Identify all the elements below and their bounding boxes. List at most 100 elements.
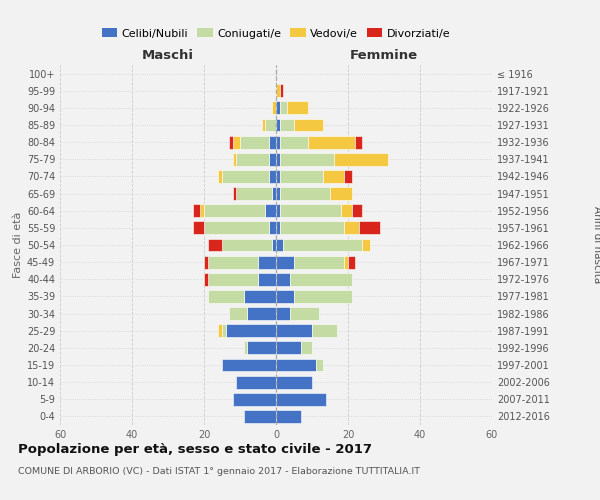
Bar — [344, 222, 359, 234]
Text: Maschi: Maschi — [142, 48, 194, 62]
Bar — [222, 170, 269, 183]
Bar — [204, 222, 269, 234]
Bar — [233, 393, 276, 406]
Bar — [323, 170, 344, 183]
Legend: Celibi/Nubili, Coniugati/e, Vedovi/e, Divorziati/e: Celibi/Nubili, Coniugati/e, Vedovi/e, Di… — [97, 24, 455, 43]
Bar — [240, 136, 269, 148]
Bar — [276, 410, 301, 423]
Bar — [280, 102, 287, 114]
Bar — [344, 256, 348, 268]
Bar — [262, 118, 265, 132]
Text: COMUNE DI ARBORIO (VC) - Dati ISTAT 1° gennaio 2017 - Elaborazione TUTTITALIA.IT: COMUNE DI ARBORIO (VC) - Dati ISTAT 1° g… — [18, 468, 420, 476]
Bar — [280, 136, 308, 148]
Bar — [308, 136, 355, 148]
Text: Anni di nascita: Anni di nascita — [592, 206, 600, 284]
Bar — [280, 204, 341, 217]
Bar — [272, 102, 276, 114]
Bar — [276, 307, 290, 320]
Bar — [280, 187, 330, 200]
Bar — [280, 118, 294, 132]
Bar — [229, 136, 233, 148]
Bar — [283, 238, 362, 252]
Bar — [218, 324, 222, 337]
Bar — [244, 410, 276, 423]
Bar — [222, 324, 226, 337]
Bar — [276, 290, 294, 303]
Bar — [269, 170, 276, 183]
Bar — [265, 118, 276, 132]
Bar — [269, 153, 276, 166]
Bar — [193, 222, 204, 234]
Bar — [226, 324, 276, 337]
Bar — [208, 290, 244, 303]
Bar — [276, 118, 280, 132]
Bar — [193, 204, 200, 217]
Bar — [359, 222, 380, 234]
Bar — [276, 393, 326, 406]
Bar — [258, 273, 276, 285]
Bar — [280, 222, 344, 234]
Bar — [294, 256, 344, 268]
Bar — [247, 307, 276, 320]
Bar — [352, 204, 362, 217]
Bar — [204, 256, 208, 268]
Bar — [269, 222, 276, 234]
Bar — [287, 102, 308, 114]
Bar — [276, 102, 280, 114]
Bar — [276, 84, 280, 97]
Bar — [276, 187, 280, 200]
Bar — [294, 290, 352, 303]
Bar — [272, 187, 276, 200]
Bar — [276, 222, 280, 234]
Y-axis label: Fasce di età: Fasce di età — [13, 212, 23, 278]
Bar — [208, 273, 258, 285]
Bar — [280, 153, 334, 166]
Bar — [269, 136, 276, 148]
Bar — [280, 84, 283, 97]
Bar — [200, 204, 204, 217]
Bar — [247, 342, 276, 354]
Bar — [355, 136, 362, 148]
Bar — [265, 204, 276, 217]
Bar — [276, 204, 280, 217]
Bar — [204, 273, 208, 285]
Bar — [334, 153, 388, 166]
Text: Popolazione per età, sesso e stato civile - 2017: Popolazione per età, sesso e stato civil… — [18, 442, 372, 456]
Bar — [233, 153, 236, 166]
Bar — [276, 238, 283, 252]
Bar — [294, 118, 323, 132]
Bar — [236, 187, 272, 200]
Bar — [236, 376, 276, 388]
Bar — [276, 376, 312, 388]
Bar — [280, 170, 323, 183]
Bar — [276, 273, 290, 285]
Bar — [330, 187, 352, 200]
Bar — [244, 342, 247, 354]
Bar — [233, 136, 240, 148]
Bar — [276, 153, 280, 166]
Bar — [276, 358, 316, 372]
Bar — [229, 307, 247, 320]
Bar — [290, 273, 352, 285]
Bar — [233, 187, 236, 200]
Bar — [362, 238, 370, 252]
Bar — [290, 307, 319, 320]
Bar — [222, 238, 272, 252]
Bar — [244, 290, 276, 303]
Bar — [236, 153, 269, 166]
Bar — [276, 136, 280, 148]
Bar — [208, 238, 222, 252]
Bar — [316, 358, 323, 372]
Bar — [276, 324, 312, 337]
Bar — [341, 204, 352, 217]
Bar — [276, 170, 280, 183]
Bar — [344, 170, 352, 183]
Bar — [204, 204, 265, 217]
Bar — [208, 256, 258, 268]
Bar — [222, 358, 276, 372]
Bar — [312, 324, 337, 337]
Bar — [272, 238, 276, 252]
Text: Femmine: Femmine — [350, 48, 418, 62]
Bar — [258, 256, 276, 268]
Bar — [276, 256, 294, 268]
